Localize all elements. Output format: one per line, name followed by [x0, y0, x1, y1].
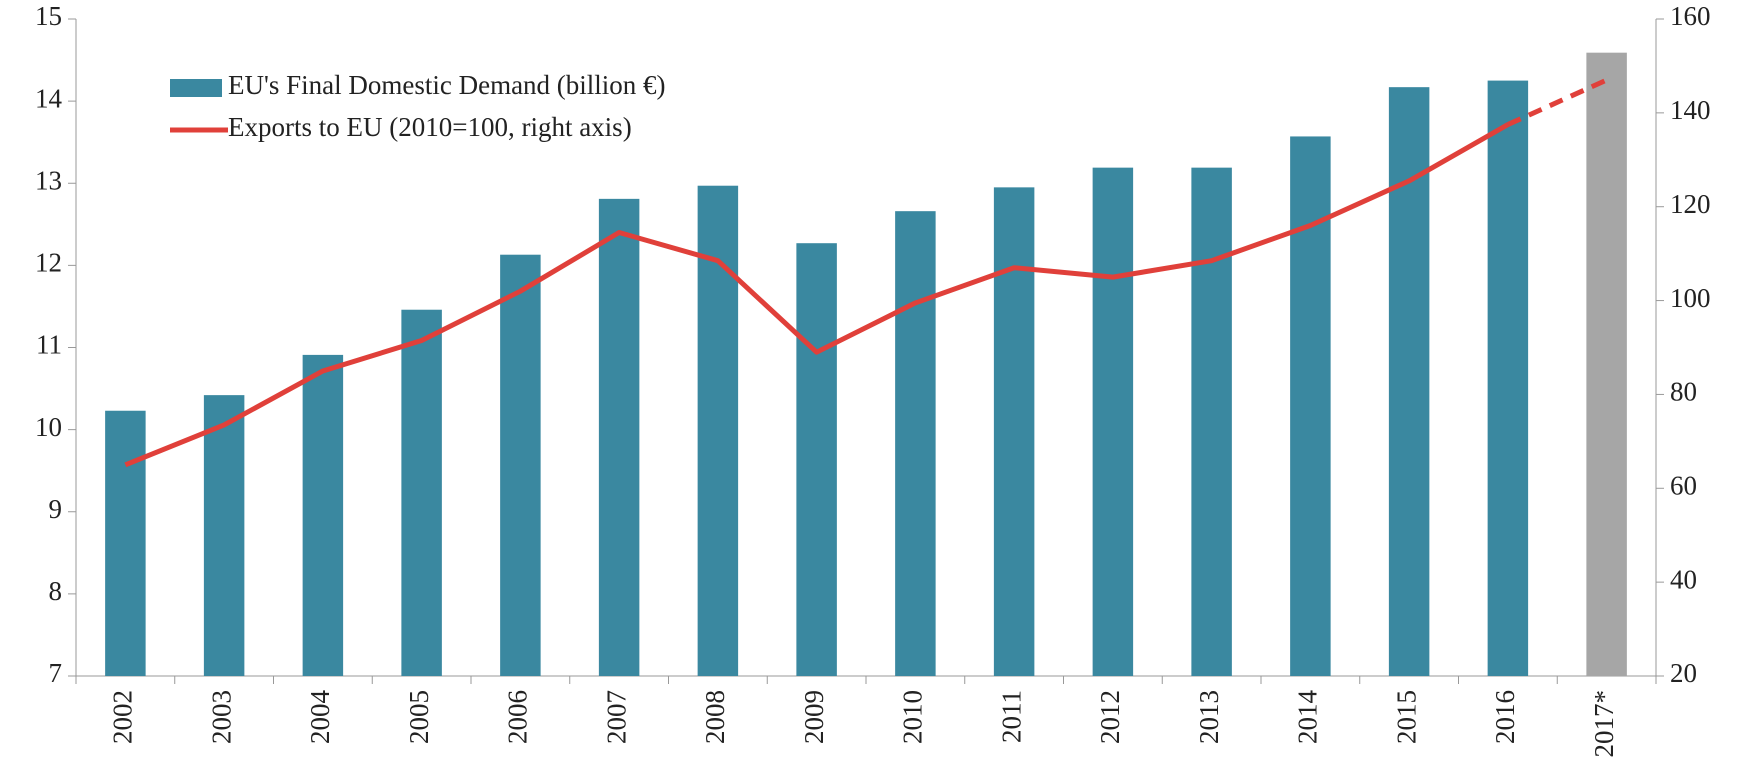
x-tick-label: 2009 — [799, 690, 829, 744]
y2-tick-label: 40 — [1670, 564, 1697, 594]
y-tick-label: 8 — [49, 576, 63, 606]
bar — [697, 185, 739, 676]
line — [1506, 77, 1608, 127]
y-tick-label: 11 — [36, 330, 62, 360]
legend-swatch — [170, 79, 222, 97]
y-tick-label: 15 — [35, 1, 62, 31]
y-tick-label: 7 — [49, 658, 63, 688]
y2-tick-label: 120 — [1670, 189, 1711, 219]
x-tick-label: 2015 — [1391, 690, 1421, 744]
y2-tick-label: 100 — [1670, 283, 1711, 313]
y-tick-label: 9 — [49, 494, 63, 524]
bar — [105, 410, 146, 676]
bar — [993, 187, 1035, 676]
bar — [401, 309, 442, 676]
y-tick-label: 13 — [35, 165, 62, 195]
x-tick-label: 2005 — [404, 690, 434, 744]
x-tick-label: 2003 — [206, 690, 236, 744]
x-tick-label: 2011 — [996, 690, 1026, 743]
bar — [895, 211, 936, 677]
x-tick-label: 2008 — [700, 690, 730, 744]
y2-tick-label: 160 — [1670, 1, 1711, 31]
y-tick-label: 10 — [35, 412, 62, 442]
y2-tick-label: 80 — [1670, 377, 1697, 407]
legend-label: Exports to EU (2010=100, right axis) — [228, 112, 632, 142]
bar — [1092, 167, 1134, 677]
x-tick-label: 2006 — [503, 690, 533, 744]
line — [124, 122, 1510, 468]
x-tick-label: 2007 — [601, 690, 631, 744]
x-tick-label: 2010 — [898, 690, 928, 744]
x-tick-label: 2016 — [1490, 690, 1520, 744]
y2-tick-label: 140 — [1670, 95, 1711, 125]
legend-label: EU's Final Domestic Demand (billion €) — [228, 70, 666, 100]
bar — [203, 395, 245, 676]
bar — [598, 198, 640, 676]
y2-tick-label: 60 — [1670, 470, 1697, 500]
x-tick-label: 2017* — [1589, 690, 1619, 758]
x-tick-label: 2002 — [108, 690, 138, 744]
y-tick-label: 12 — [35, 248, 62, 278]
bar — [500, 254, 541, 677]
bar — [1191, 167, 1232, 677]
x-tick-label: 2012 — [1095, 690, 1125, 744]
bar — [1586, 52, 1627, 676]
y-tick-label: 14 — [35, 83, 63, 113]
bar — [302, 354, 344, 676]
x-tick-label: 2004 — [305, 690, 335, 745]
bar — [796, 243, 837, 677]
x-tick-label: 2013 — [1194, 690, 1224, 744]
bar — [1487, 80, 1529, 676]
x-tick-label: 2014 — [1293, 690, 1323, 745]
y2-tick-label: 20 — [1670, 658, 1697, 688]
